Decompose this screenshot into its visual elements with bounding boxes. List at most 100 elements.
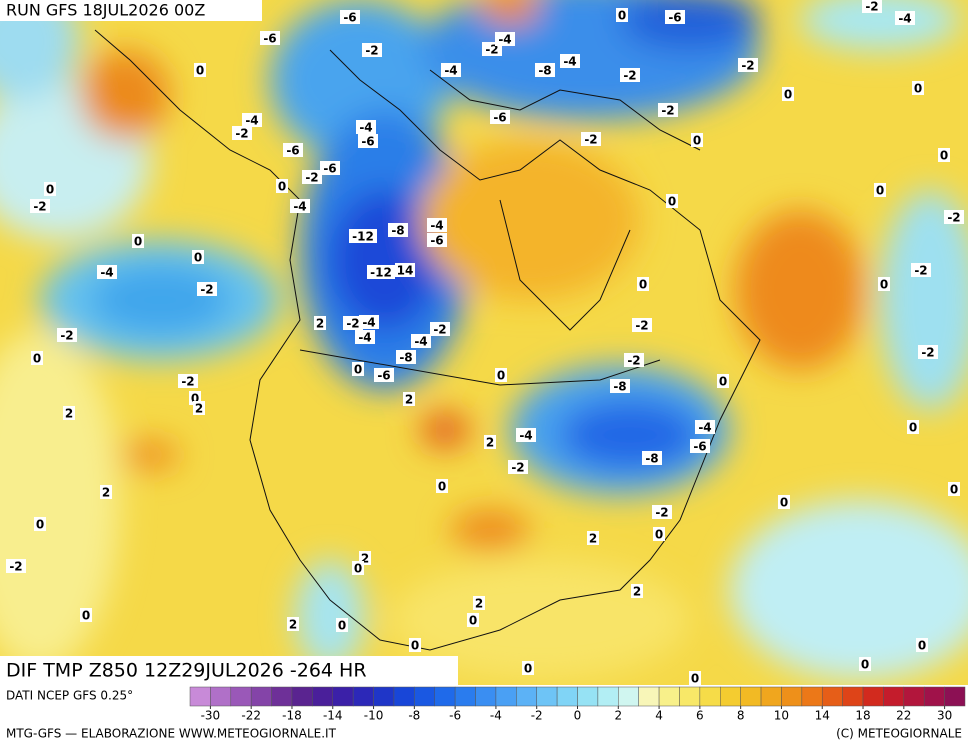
contour-label-box [665,10,685,24]
contour-label: 2 [195,402,203,416]
colorbar-swatch [210,686,232,707]
contour-label-box [895,11,915,25]
colorbar-swatch [699,686,721,707]
contour-label-box [100,485,112,499]
colorbar-swatch [801,686,823,707]
contour-label: 2 [486,436,494,450]
contour-label-box [63,406,75,420]
contour-label-box [283,143,303,157]
colorbar-swatch [414,686,435,707]
contour-label: 0 [497,369,505,383]
colorbar-swatch [597,686,619,707]
contour-label-box [403,392,415,406]
contour-label-box [367,265,395,279]
colorbar-swatch [760,686,782,707]
contour-label-box [717,374,729,388]
contour-label-box [340,10,360,24]
colorbar-tick-label: 6 [696,709,704,723]
footer-left: MTG-GFS — ELABORAZIONE WWW.METEOGIORNALE… [6,727,337,741]
colorbar-swatch [291,686,313,707]
contour-label-box [695,420,715,434]
contour-label: 2 [405,393,413,407]
colorbar-swatch [781,686,803,707]
contour-label-box [352,561,364,575]
contour-label-box [484,435,496,449]
colorbar-swatch [740,686,762,707]
colorbar-swatch [230,686,252,707]
contour-label: 0 [691,672,699,686]
contour-label: -12 [352,230,374,244]
contour-label: 0 [940,149,948,163]
colorbar-swatch [842,686,864,707]
colorbar-tick-label: 4 [655,709,663,723]
contour-label: -6 [263,32,276,46]
contour-label: -4 [100,266,113,280]
map-field [0,0,968,685]
coastlines [94,29,761,651]
colorbar-tick-label: -2 [531,709,543,723]
contour-label: -8 [538,64,551,78]
contour-label: 0 [278,180,286,194]
contour-label: -12 [370,266,392,280]
contour-label: 0 [524,662,532,676]
contour-label-box [349,229,377,243]
colorbar-swatch [883,686,905,707]
contour-label-box [30,199,50,213]
contour-label-box [427,218,447,232]
colorbar-tick-label: 8 [737,709,745,723]
contour-label: -2 [235,127,248,141]
contour-label-box [362,43,382,57]
contour-label-box [57,328,77,342]
contour-label-box [193,401,205,415]
contour-label: 2 [316,317,324,331]
contour-label-box [336,618,348,632]
contour-label: -2 [305,171,318,185]
contour-label-box [878,277,890,291]
contour-label-box [642,451,662,465]
contour-label-box [441,63,461,77]
contour-label: 0 [194,251,202,265]
colorbar-swatch [250,686,272,707]
contour-label: 0 [876,184,884,198]
contour-label: 0 [719,375,727,389]
contour-label: 0 [354,562,362,576]
colorbar-swatch [352,686,374,707]
contour-label: 0 [668,195,676,209]
contour-label: -2 [60,329,73,343]
contour-label: -4 [414,335,427,349]
contour-label: 0 [191,392,199,406]
contour-label: -2 [635,319,648,333]
colorbar-swatch [658,686,680,707]
colorbar-swatch [536,686,558,707]
contour-label: -6 [286,144,299,158]
contour-label-box [495,32,515,46]
contour-label: 0 [411,639,419,653]
contour-label-box [938,148,950,162]
contour-label: -8 [645,452,658,466]
contour-label: -2 [200,283,213,297]
colorbar-swatch [720,686,741,707]
contour-label-box [631,584,643,598]
contour-label-box [409,638,421,652]
contour-label: 2 [361,552,369,566]
contour-label: -2 [346,317,359,331]
contour-label: -4 [293,200,306,214]
contour-label: 0 [354,363,362,377]
contour-label-box [918,345,938,359]
colorbar-tick-label: 30 [937,709,952,723]
contour-label: 0 [134,235,142,249]
contour-label: 0 [33,352,41,366]
contour-label: -4 [444,64,457,78]
contour-label: 0 [618,9,626,23]
contour-label-box [535,63,555,77]
contour-label: 0 [438,480,446,494]
colorbar-tick-label: 14 [815,709,830,723]
contour-label-box [287,617,299,631]
contour-label-box [653,527,665,541]
contour-label-box [194,63,206,77]
contour-label-box [516,428,536,442]
contour-label: -2 [921,346,934,360]
colorbar-tick-label: -8 [408,709,420,723]
contour-label: -6 [377,369,390,383]
contour-label: -2 [914,264,927,278]
